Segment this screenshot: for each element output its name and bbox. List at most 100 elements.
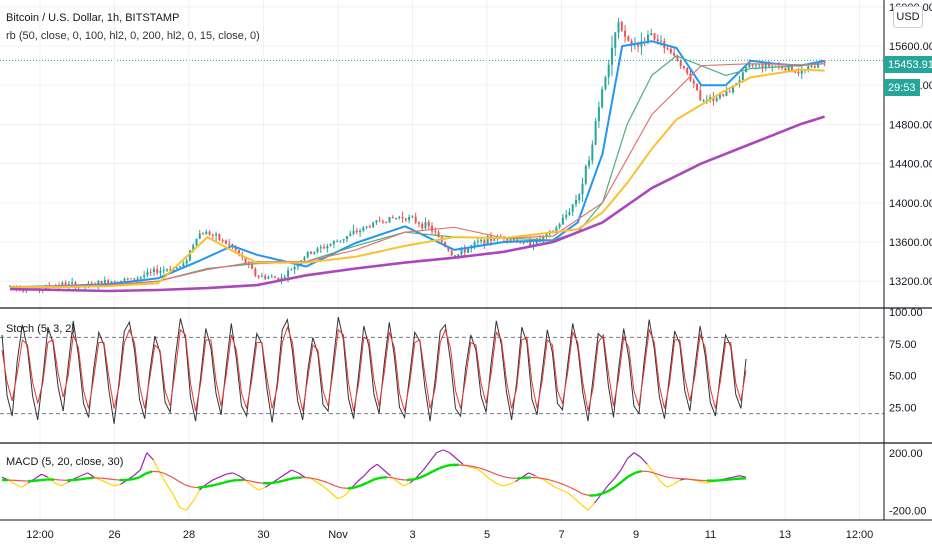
symbol-title[interactable]: Bitcoin / U.S. Dollar, 1h, BITSTAMP xyxy=(6,12,180,24)
macd-segment xyxy=(179,506,187,511)
candle-body xyxy=(339,240,342,242)
candle-body xyxy=(738,80,741,84)
candle-body xyxy=(188,250,191,261)
candle-body xyxy=(568,211,571,215)
candle-body xyxy=(378,220,381,222)
candle-body xyxy=(594,121,597,145)
signal-segment xyxy=(269,481,277,485)
macd-segment xyxy=(620,458,629,471)
candle-body xyxy=(679,60,682,66)
time-tick-label: 26 xyxy=(108,529,120,541)
candle-body xyxy=(336,241,339,243)
stoch-tick-label: 75.00 xyxy=(889,339,917,351)
macd-segment xyxy=(232,472,240,477)
candle-body xyxy=(732,85,735,93)
macd-segment xyxy=(100,479,108,484)
candle-body xyxy=(113,281,116,284)
candle-body xyxy=(555,227,558,233)
macd-segment xyxy=(330,492,339,500)
macd-segment xyxy=(311,478,319,484)
signal-segment xyxy=(366,478,375,484)
candle-body xyxy=(306,251,309,258)
candle-body xyxy=(398,217,401,219)
macd-segment xyxy=(541,478,549,484)
signal-segment xyxy=(687,478,694,481)
candle-body xyxy=(715,98,718,101)
time-tick-label: 11 xyxy=(705,529,716,541)
signal-segment xyxy=(556,481,564,485)
signal-segment xyxy=(125,478,133,482)
signal-segment xyxy=(680,478,688,480)
signal-segment xyxy=(73,478,81,482)
candle-body xyxy=(179,266,182,268)
currency-button[interactable]: USD xyxy=(893,6,923,28)
macd-segment xyxy=(594,494,602,504)
signal-segment xyxy=(354,484,362,489)
signal-segment xyxy=(654,472,662,477)
candle-body xyxy=(198,233,201,239)
signal-segment xyxy=(406,478,414,482)
price-tick-label: 15600.00 xyxy=(889,41,932,53)
candle-body xyxy=(234,246,237,251)
signal-segment xyxy=(138,472,147,479)
candle-body xyxy=(774,65,777,67)
signal-segment xyxy=(256,481,264,484)
candle-body xyxy=(758,64,761,66)
macd-segment xyxy=(646,463,655,474)
macd-segment xyxy=(548,482,556,488)
candle-body xyxy=(408,216,411,221)
signal-segment xyxy=(419,473,427,479)
candle-body xyxy=(326,245,329,249)
macd-segment xyxy=(337,495,345,500)
candle-body xyxy=(355,230,358,233)
candle-body xyxy=(100,280,103,285)
candle-body xyxy=(646,34,649,43)
macd-segment xyxy=(442,449,450,454)
candle-body xyxy=(813,65,816,68)
macd-segment xyxy=(396,480,404,487)
candle-body xyxy=(159,270,162,273)
candle-body xyxy=(486,236,489,245)
candle-body xyxy=(581,183,584,195)
candle-body xyxy=(365,226,368,228)
candle-body xyxy=(692,80,695,84)
candle-body xyxy=(123,278,126,281)
candle-body xyxy=(777,65,780,67)
candle-body xyxy=(345,236,348,240)
candle-body xyxy=(143,275,146,278)
time-tick-label: 9 xyxy=(633,529,639,541)
macd-segment xyxy=(528,472,536,477)
candle-body xyxy=(807,66,810,70)
candle-body xyxy=(385,221,388,223)
candle-body xyxy=(401,217,404,219)
candle-body xyxy=(182,263,185,267)
signal-segment xyxy=(432,467,440,473)
candle-body xyxy=(751,64,754,66)
candle-body xyxy=(794,71,797,73)
candle-body xyxy=(434,231,437,233)
macd-segment xyxy=(238,475,246,481)
macd-title: MACD (5, 20, close, 30) xyxy=(6,456,123,468)
candle-body xyxy=(218,233,221,240)
candle-body xyxy=(244,257,247,264)
candle-body xyxy=(447,246,450,251)
candle-body xyxy=(768,63,771,67)
candle-body xyxy=(254,268,257,276)
candle-body xyxy=(211,234,214,236)
signal-segment xyxy=(550,479,557,483)
indicator-legend[interactable]: rb (50, close, 0, 100, hl2, 0, 200, hl2,… xyxy=(6,30,260,42)
candle-body xyxy=(424,221,427,229)
candle-body xyxy=(90,283,93,285)
candle-body xyxy=(431,226,434,232)
macd-segment xyxy=(87,472,95,478)
signal-segment xyxy=(458,464,466,466)
signal-segment xyxy=(243,479,251,482)
time-tick-label: 3 xyxy=(409,529,415,541)
macd-tick-label: -200.00 xyxy=(889,505,926,517)
macd-segment xyxy=(166,484,174,495)
macd-segment xyxy=(291,469,299,474)
macd-segment xyxy=(640,456,648,465)
signal-segment xyxy=(576,489,584,495)
